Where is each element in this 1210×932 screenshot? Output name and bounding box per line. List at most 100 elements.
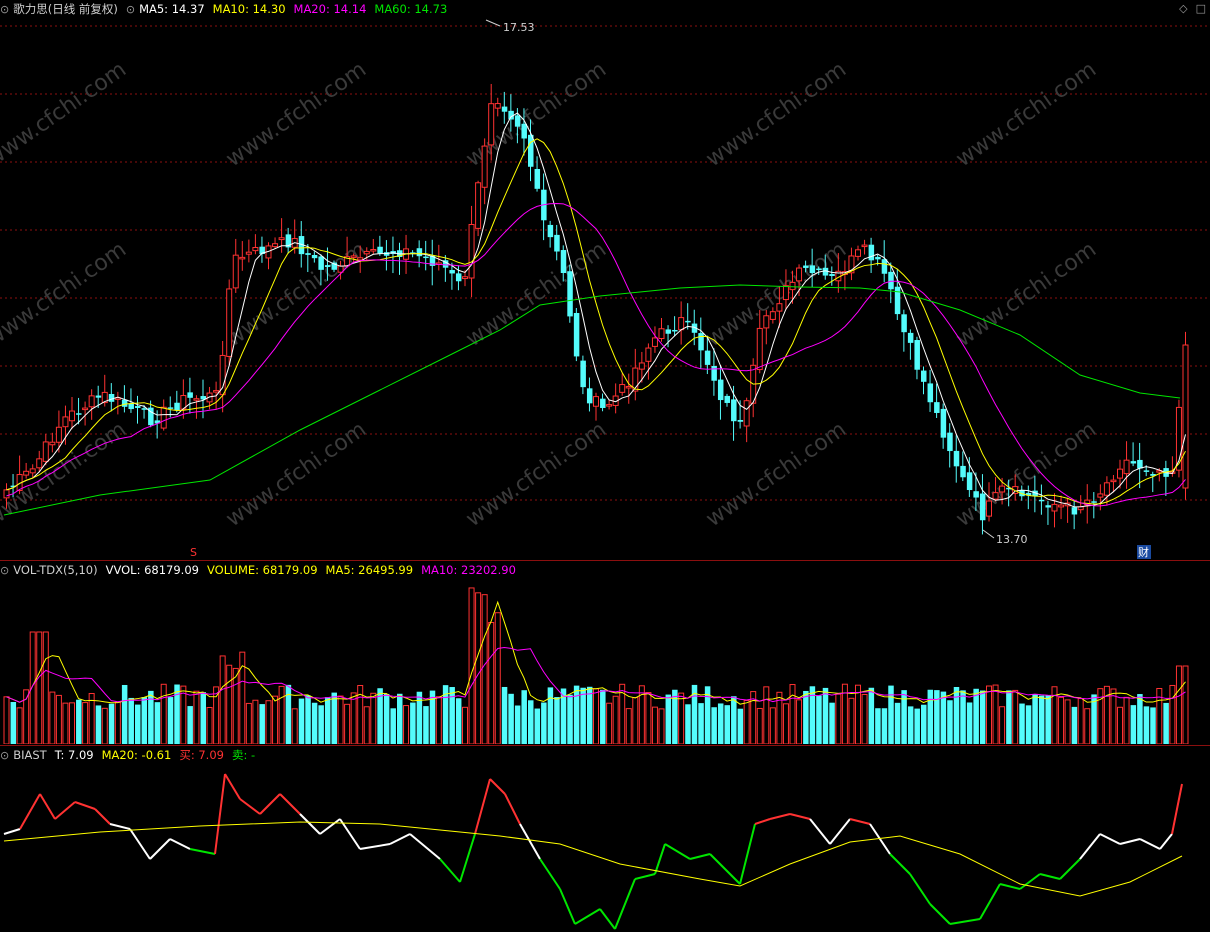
watermark-text: www.cfchi.com (222, 237, 371, 352)
volume-bar (704, 686, 711, 744)
price-chart[interactable]: www.cfchi.com www.cfchi.com www.cfchi.com w… (0, 0, 1210, 560)
volume-bar (397, 693, 403, 744)
volume-bar (410, 702, 416, 744)
candle-body (501, 106, 508, 112)
square-icon[interactable]: □ (1195, 2, 1206, 15)
bias-t-segment (889, 853, 911, 875)
candle-body (632, 367, 639, 392)
volume-bar (638, 685, 645, 744)
candle-body (55, 426, 62, 443)
volume-bar (580, 687, 586, 744)
candle-body (23, 470, 30, 476)
bias-t-segment (849, 818, 871, 825)
volume-bar (449, 687, 455, 744)
bias-sell-label: 卖: - (231, 748, 256, 762)
bias-chart[interactable] (0, 764, 1210, 932)
volume-bar (252, 699, 259, 744)
volume-bar (731, 696, 737, 744)
volume-bar (875, 708, 881, 744)
volume-bar (940, 691, 947, 744)
candle-body (154, 420, 161, 424)
volume-bar (23, 689, 30, 744)
bias-t-segment (614, 878, 636, 930)
divider (0, 560, 1210, 561)
candle-body (907, 332, 914, 343)
candle-body (580, 360, 586, 388)
volume-bar (606, 702, 613, 744)
volume-bar (1150, 707, 1156, 744)
menu-circle-icon[interactable]: ⊙ (125, 3, 136, 16)
volume-bar (724, 705, 730, 744)
high-price-label: 17.53 (503, 21, 535, 34)
candle-body (1143, 470, 1150, 472)
candle-body (449, 270, 455, 274)
bias-t-segment (439, 858, 461, 883)
candle-body (888, 271, 894, 290)
watermark-text: www.cfchi.com (222, 57, 371, 172)
volume-bar (10, 702, 17, 744)
candle-body (875, 256, 881, 260)
candle-body (481, 145, 488, 188)
candle-body (423, 256, 429, 259)
bias-t-segment (1019, 873, 1041, 890)
candle-body (429, 255, 436, 266)
candle-body (49, 441, 56, 446)
candle-body (547, 224, 554, 238)
bias-circle-icon[interactable]: ⊙ (0, 749, 10, 762)
volume-bar (541, 702, 547, 744)
candle-body (1103, 482, 1110, 496)
volume-circle-icon[interactable]: ⊙ (0, 564, 10, 577)
volume-bar (658, 708, 665, 744)
volume-bar (180, 685, 187, 744)
ma60-label: MA60: 14.73 (374, 2, 448, 16)
volume-bar (927, 689, 934, 744)
bias-t-segment (654, 843, 666, 875)
volume-bar (881, 708, 888, 744)
volume-bar (809, 686, 816, 744)
bias-t-segment (54, 801, 76, 820)
volume-bar (1130, 705, 1137, 744)
volume-bar (835, 693, 842, 744)
candle-body (619, 384, 626, 393)
candle-body (494, 103, 501, 109)
volume-bar (907, 706, 914, 744)
volume-bar (148, 690, 154, 744)
bias-t-segment (149, 838, 171, 860)
volume-bar (894, 702, 901, 744)
candle-body (829, 274, 835, 276)
volume-bar (698, 703, 704, 744)
ma60-line (3, 284, 1181, 516)
bias-t-segment (459, 833, 476, 883)
candle-body (973, 491, 979, 498)
bias-t-segment (909, 873, 931, 905)
candle-body (625, 385, 632, 389)
volume-bar (416, 691, 423, 744)
volume-chart[interactable] (0, 578, 1210, 744)
candle-body (638, 362, 645, 370)
vol-ma10-label: MA10: 23202.90 (421, 563, 516, 577)
volume-bar (1077, 698, 1084, 744)
bias-indicator: BIAST (13, 748, 47, 762)
candle-body (455, 273, 462, 282)
settings-circle-icon[interactable]: ⊙ (0, 3, 10, 16)
low-pointer (982, 529, 995, 539)
volume-legend-bar: ⊙ VOL-TDX(5,10) VVOL: 68179.09 VOLUME: 6817… (0, 561, 524, 579)
ma5-line (6, 112, 1186, 508)
bias-t-segment (519, 823, 541, 860)
candle-body (88, 395, 95, 408)
ma10-label: MA10: 14.30 (212, 2, 286, 16)
volume-bar (848, 697, 855, 744)
diamond-icon[interactable]: ◇ (1179, 2, 1188, 15)
watermark-text: www.cfchi.com (952, 237, 1101, 352)
watermark-text: www.cfchi.com (702, 57, 851, 172)
volume-bar (1143, 706, 1150, 744)
volume-bar (1012, 689, 1019, 744)
candle-body (36, 458, 43, 469)
volume-bar (547, 687, 554, 744)
volume-bar (462, 706, 468, 744)
window-controls[interactable]: ◇ □ (1171, 2, 1206, 15)
volume-bar (213, 686, 220, 744)
main-legend-bar: ⊙ 歌力思(日线 前复权) ⊙ MA5: 14.37 MA10: 14.30 MA20: … (0, 0, 455, 18)
volume-bar (1064, 699, 1071, 744)
candle-body (1051, 503, 1058, 512)
